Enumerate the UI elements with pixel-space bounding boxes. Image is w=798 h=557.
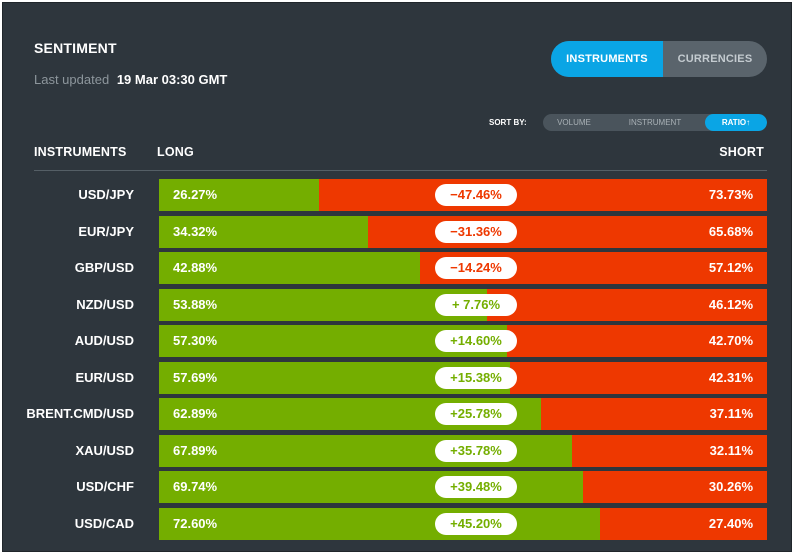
column-header-long: LONG bbox=[157, 145, 194, 159]
long-bar-fill bbox=[159, 179, 319, 211]
sentiment-bar: 72.60% +45.20% 27.40% bbox=[159, 507, 767, 540]
sort-instrument-option[interactable]: INSTRUMENT bbox=[628, 118, 682, 127]
ratio-badge: +15.38% bbox=[435, 366, 517, 389]
instrument-name: XAU/USD bbox=[75, 442, 134, 458]
ratio-badge: +14.60% bbox=[435, 330, 517, 352]
tab-currencies[interactable]: CURRENCIES bbox=[677, 53, 753, 65]
sort-by-label: SORT BY: bbox=[489, 118, 527, 127]
long-percentage: 67.89% bbox=[173, 442, 218, 458]
last-updated-label: Last updated bbox=[34, 72, 110, 87]
short-percentage: 42.70% bbox=[708, 333, 753, 348]
long-percentage: 26.27% bbox=[173, 187, 218, 202]
last-updated: Last updated 19 Mar 03:30 GMT bbox=[34, 72, 227, 87]
ratio-badge: +35.78% bbox=[435, 439, 517, 462]
sentiment-bar: 34.32% −31.36% 65.68% bbox=[159, 215, 767, 248]
short-percentage: 42.31% bbox=[708, 369, 753, 385]
table-row: USD/CAD 72.60% +45.20% 27.40% bbox=[3, 507, 793, 540]
ratio-badge: +39.48% bbox=[435, 476, 517, 498]
sentiment-panel: SENTIMENT Last updated 19 Mar 03:30 GMT … bbox=[2, 2, 792, 552]
instrument-name: USD/CHF bbox=[76, 479, 134, 494]
instrument-name: AUD/USD bbox=[74, 333, 134, 348]
table-row: NZD/USD 53.88% + 7.76% 46.12% bbox=[3, 288, 793, 321]
instrument-name: GBP/USD bbox=[74, 260, 134, 275]
short-percentage: 30.26% bbox=[708, 479, 753, 494]
sentiment-bar: 57.30% +14.60% 42.70% bbox=[159, 325, 767, 357]
instrument-name: NZD/USD bbox=[76, 296, 134, 312]
sentiment-bar: 53.88% + 7.76% 46.12% bbox=[159, 288, 767, 321]
ratio-badge: + 7.76% bbox=[435, 293, 517, 316]
ratio-badge: +45.20% bbox=[435, 512, 517, 535]
tab-instruments[interactable]: INSTRUMENTS bbox=[551, 41, 663, 77]
long-bar-fill bbox=[159, 471, 584, 503]
table-row: USD/JPY 26.27% −47.46% 73.73% bbox=[3, 179, 793, 211]
short-percentage: 65.68% bbox=[708, 223, 753, 239]
ratio-badge: +25.78% bbox=[435, 403, 517, 425]
long-percentage: 62.89% bbox=[173, 406, 218, 421]
long-percentage: 42.88% bbox=[173, 260, 218, 275]
view-toggle: INSTRUMENTS CURRENCIES bbox=[551, 41, 767, 77]
column-header-instruments: INSTRUMENTS bbox=[34, 145, 127, 159]
instrument-name: EUR/JPY bbox=[78, 223, 134, 239]
ratio-badge: −31.36% bbox=[435, 220, 517, 243]
sentiment-bar: 69.74% +39.48% 30.26% bbox=[159, 471, 767, 503]
header-divider bbox=[34, 170, 767, 171]
sort-control: VOLUME INSTRUMENT RATIO↑ bbox=[543, 114, 767, 131]
sentiment-bar: 62.89% +25.78% 37.11% bbox=[159, 398, 767, 430]
sort-ratio-option[interactable]: RATIO↑ bbox=[705, 114, 767, 131]
long-bar-fill bbox=[159, 252, 420, 284]
table-row: GBP/USD 42.88% −14.24% 57.12% bbox=[3, 252, 793, 284]
long-bar-fill bbox=[159, 215, 368, 248]
table-row: AUD/USD 57.30% +14.60% 42.70% bbox=[3, 325, 793, 357]
instrument-name: EUR/USD bbox=[75, 369, 134, 385]
page-title: SENTIMENT bbox=[34, 40, 117, 56]
short-percentage: 57.12% bbox=[708, 260, 753, 275]
long-bar-fill bbox=[159, 507, 601, 540]
long-bar-fill bbox=[159, 288, 487, 321]
sort-volume-option[interactable]: VOLUME bbox=[557, 118, 591, 127]
last-updated-timestamp: 19 Mar 03:30 GMT bbox=[116, 72, 228, 87]
ratio-badge: −14.24% bbox=[435, 257, 517, 279]
instrument-name: USD/JPY bbox=[78, 187, 134, 202]
short-percentage: 46.12% bbox=[708, 296, 753, 312]
long-percentage: 69.74% bbox=[173, 479, 218, 494]
sentiment-bar: 57.69% +15.38% 42.31% bbox=[159, 361, 767, 394]
sentiment-bar: 42.88% −14.24% 57.12% bbox=[159, 252, 767, 284]
table-row: BRENT.CMD/USD 62.89% +25.78% 37.11% bbox=[3, 398, 793, 430]
table-row: USD/CHF 69.74% +39.48% 30.26% bbox=[3, 471, 793, 503]
short-percentage: 73.73% bbox=[708, 187, 753, 202]
column-header-short: SHORT bbox=[719, 145, 764, 159]
long-percentage: 57.69% bbox=[173, 369, 218, 385]
table-row: EUR/USD 57.69% +15.38% 42.31% bbox=[3, 361, 793, 394]
sentiment-bar: 67.89% +35.78% 32.11% bbox=[159, 434, 767, 467]
short-percentage: 37.11% bbox=[709, 406, 753, 421]
long-percentage: 53.88% bbox=[173, 296, 218, 312]
ratio-badge: −47.46% bbox=[435, 184, 517, 206]
long-percentage: 34.32% bbox=[173, 223, 218, 239]
long-percentage: 72.60% bbox=[173, 515, 218, 531]
table-row: XAU/USD 67.89% +35.78% 32.11% bbox=[3, 434, 793, 467]
short-percentage: 32.11% bbox=[709, 442, 753, 458]
instrument-name: USD/CAD bbox=[74, 515, 134, 531]
table-row: EUR/JPY 34.32% −31.36% 65.68% bbox=[3, 215, 793, 248]
instrument-name: BRENT.CMD/USD bbox=[26, 406, 134, 421]
short-percentage: 27.40% bbox=[708, 515, 753, 531]
long-percentage: 57.30% bbox=[173, 333, 218, 348]
sentiment-bar: 26.27% −47.46% 73.73% bbox=[159, 179, 767, 211]
